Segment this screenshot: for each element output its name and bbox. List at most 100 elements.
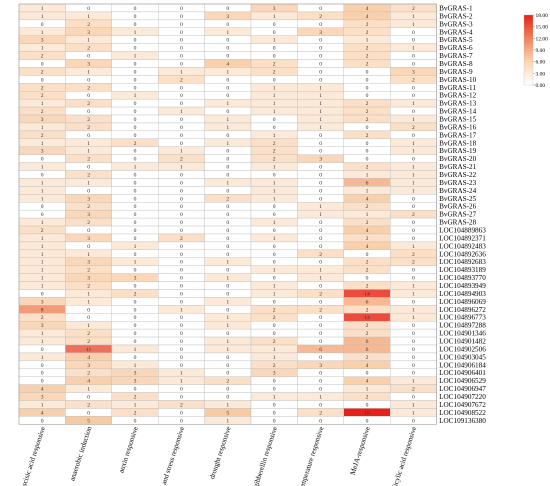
cell-value-label: 0 bbox=[180, 252, 183, 258]
cell-value-label: 1 bbox=[226, 69, 229, 75]
cell-value-label: 1 bbox=[180, 371, 183, 377]
cell-value-label: 0 bbox=[319, 22, 322, 28]
cell-value-label: 0 bbox=[226, 109, 229, 115]
row-label: BvGRAS-13 bbox=[439, 100, 477, 108]
cell-value-label: 2 bbox=[366, 54, 369, 60]
cell-value-label: 1 bbox=[134, 347, 137, 353]
cell-value-label: 2 bbox=[87, 371, 90, 377]
cell-value-label: 1 bbox=[366, 38, 369, 44]
cell-value-label: 0 bbox=[180, 395, 183, 401]
row-label: BvGRAS-27 bbox=[439, 211, 477, 219]
cell-value-label: 0 bbox=[412, 85, 415, 91]
cell-value-label: 1 bbox=[87, 69, 90, 75]
cell-value-label: 1 bbox=[366, 172, 369, 178]
cell-value-label: 1 bbox=[273, 395, 276, 401]
cell-value-label: 1 bbox=[273, 355, 276, 361]
cell-value-label: 0 bbox=[41, 379, 44, 385]
cell-value-label: 1 bbox=[319, 212, 322, 218]
cell-value-label: 0 bbox=[180, 323, 183, 329]
row-label: BvGRAS-20 bbox=[439, 155, 477, 163]
cell-value-label: 1 bbox=[366, 212, 369, 218]
cell-value-label: 0 bbox=[412, 133, 415, 139]
cell-value-label: 0 bbox=[41, 418, 44, 424]
cell-value-label: 1 bbox=[87, 323, 90, 329]
cell-value-label: 2 bbox=[273, 157, 276, 163]
cell-value-label: 0 bbox=[180, 244, 183, 250]
cell-value-label: 0 bbox=[134, 85, 137, 91]
cell-value-label: 0 bbox=[273, 212, 276, 218]
cell-value-label: 0 bbox=[180, 6, 183, 12]
cell-value-label: 0 bbox=[319, 418, 322, 424]
cell-value-label: 0 bbox=[41, 172, 44, 178]
row-label: LOC104892683 bbox=[439, 258, 486, 266]
cell-value-label: 1 bbox=[319, 125, 322, 131]
cell-value-label: 3 bbox=[41, 299, 44, 305]
cell-value-label: 0 bbox=[87, 307, 90, 313]
cell-value-label: 0 bbox=[134, 180, 137, 186]
cell-value-label: 2 bbox=[226, 196, 229, 202]
cell-value-label: 0 bbox=[319, 6, 322, 12]
cell-value-label: 2 bbox=[366, 331, 369, 337]
cell-value-label: 1 bbox=[273, 93, 276, 99]
legend-gradient-bar bbox=[523, 14, 534, 86]
cell-value-label: 0 bbox=[226, 22, 229, 28]
cell-value-label: 3 bbox=[87, 276, 90, 282]
cell-value-label: 6 bbox=[366, 180, 369, 186]
cell-value-label: 0 bbox=[226, 149, 229, 155]
cell-value-label: 0 bbox=[180, 212, 183, 218]
cell-value-label: 0 bbox=[273, 299, 276, 305]
cell-value-label: 1 bbox=[87, 387, 90, 393]
cell-value-label: 0 bbox=[87, 93, 90, 99]
cell-value-label: 0 bbox=[180, 61, 183, 67]
cell-value-label: 1 bbox=[319, 276, 322, 282]
cell-value-label: 1 bbox=[134, 402, 137, 408]
cell-value-label: 2 bbox=[319, 252, 322, 258]
cell-value-label: 0 bbox=[134, 125, 137, 131]
cell-value-label: 1 bbox=[41, 141, 44, 147]
cell-value-label: 1 bbox=[41, 125, 44, 131]
cell-value-label: 1 bbox=[412, 165, 415, 171]
cell-value-label: 0 bbox=[273, 204, 276, 210]
cell-value-label: 0 bbox=[273, 46, 276, 52]
cell-value-label: 2 bbox=[87, 85, 90, 91]
cell-value-label: 4 bbox=[366, 196, 369, 202]
cell-value-label: 1 bbox=[41, 30, 44, 36]
cell-value-label: 3 bbox=[41, 38, 44, 44]
cell-value-label: 0 bbox=[41, 363, 44, 369]
cell-value-label: 2 bbox=[366, 395, 369, 401]
cell-value-label: 2 bbox=[319, 410, 322, 416]
cell-value-label: 0 bbox=[319, 244, 322, 250]
cell-value-label: 0 bbox=[226, 395, 229, 401]
cell-value-label: 0 bbox=[134, 315, 137, 321]
cell-value-label: 0 bbox=[412, 418, 415, 424]
cell-value-label: 2 bbox=[87, 402, 90, 408]
column-label: auxin responsive bbox=[117, 425, 140, 474]
cell-value-label: 0 bbox=[87, 244, 90, 250]
cell-value-label: 2 bbox=[87, 157, 90, 163]
cell-value-label: 2 bbox=[41, 228, 44, 234]
cell-value-label: 0 bbox=[180, 30, 183, 36]
cell-value-label: 0 bbox=[134, 212, 137, 218]
cell-value-label: 2 bbox=[87, 46, 90, 52]
cell-value-label: 2 bbox=[412, 6, 415, 12]
row-label: BvGRAS-9 bbox=[439, 68, 473, 76]
cell-value-label: 0 bbox=[226, 204, 229, 210]
row-label: LOC104894903 bbox=[439, 290, 486, 298]
cell-value-label: 0 bbox=[180, 125, 183, 131]
cell-value-label: 0 bbox=[180, 141, 183, 147]
cell-value-label: 2 bbox=[366, 101, 369, 107]
cell-value-label: 0 bbox=[273, 418, 276, 424]
cell-value-label: 1 bbox=[412, 284, 415, 290]
row-labels: BvGRAS-1BvGRAS-2BvGRAS-3BvGRAS-4BvGRAS-5… bbox=[439, 4, 486, 424]
cell-value-label: 0 bbox=[226, 93, 229, 99]
cell-value-label: 1 bbox=[180, 149, 183, 155]
cell-value-label: 4 bbox=[366, 14, 369, 20]
column-label: abscisic acid responsive bbox=[18, 425, 47, 486]
cell-value-label: 0 bbox=[273, 331, 276, 337]
cell-value-label: 0 bbox=[180, 46, 183, 52]
cell-value-label: 2 bbox=[87, 204, 90, 210]
cell-value-label: 0 bbox=[319, 61, 322, 67]
cell-value-label: 0 bbox=[319, 141, 322, 147]
cell-value-label: 0 bbox=[226, 284, 229, 290]
cell-value-label: 2 bbox=[134, 141, 137, 147]
